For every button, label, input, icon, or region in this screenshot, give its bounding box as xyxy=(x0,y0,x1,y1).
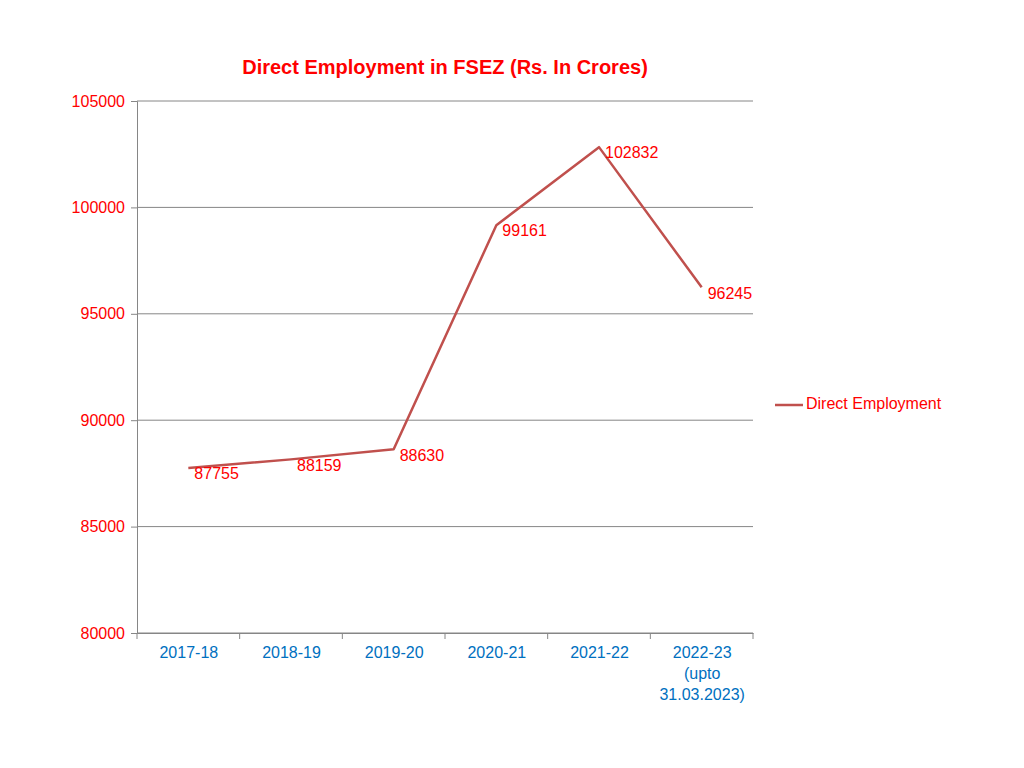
x-tick-label: 2017-18 xyxy=(159,644,218,661)
plot: 800008500090000950001000001050002017-182… xyxy=(72,93,754,703)
data-labels: 87755 88159 88630 99161 102832 96245 xyxy=(194,144,752,482)
x-tick-label-line: 2019-20 xyxy=(365,644,424,661)
x-tick-label-line: (upto xyxy=(684,665,721,682)
x-tick-label-line: 2022-23 xyxy=(673,644,732,661)
y-axis-line xyxy=(131,102,138,634)
category-separator xyxy=(445,633,446,639)
x-tick-label-line: 2021-22 xyxy=(570,644,629,661)
category-separator xyxy=(239,633,240,639)
legend-swatch xyxy=(775,404,803,407)
data-label: 88159 xyxy=(297,457,342,474)
grid-line xyxy=(137,313,753,314)
category-separator xyxy=(650,633,651,639)
x-tick-label-line: 2017-18 xyxy=(159,644,218,661)
grid-line xyxy=(137,207,753,208)
chart: Direct Employment in FSEZ (Rs. In Crores… xyxy=(0,0,1024,768)
y-tick-label: 105000 xyxy=(72,93,125,110)
grid-line xyxy=(137,420,753,421)
data-label: 88630 xyxy=(400,447,445,464)
x-tick: 2019-20 xyxy=(365,633,424,661)
legend: Direct Employment xyxy=(775,395,942,412)
x-tick-label: 2018-19 xyxy=(262,644,321,661)
x-tick-label: 2019-20 xyxy=(365,644,424,661)
x-tick-label: 2022-23 (upto 31.03.2023) xyxy=(659,644,744,703)
y-tick: 105000 xyxy=(72,93,137,110)
grid-line xyxy=(137,526,753,527)
y-tick: 85000 xyxy=(81,518,138,535)
data-label: 99161 xyxy=(502,222,547,239)
legend-label: Direct Employment xyxy=(806,395,942,412)
y-tick: 95000 xyxy=(81,305,138,322)
y-tick-mark xyxy=(131,207,137,208)
data-label: 87755 xyxy=(194,465,239,482)
y-tick-label: 85000 xyxy=(81,518,126,535)
category-separator xyxy=(753,633,754,639)
x-tick-label-line: 31.03.2023) xyxy=(659,686,744,703)
x-tick-label: 2020-21 xyxy=(467,644,526,661)
y-tick: 100000 xyxy=(72,199,137,216)
category-separator xyxy=(547,633,548,639)
y-axis: 80000 85000 90000 95000 100000 105000 xyxy=(72,93,138,642)
y-tick-mark xyxy=(131,314,137,315)
x-tick-label: 2021-22 xyxy=(570,644,629,661)
x-tick: 2022-23 (upto 31.03.2023) xyxy=(659,633,744,703)
y-tick-mark xyxy=(131,527,137,528)
y-tick-label: 100000 xyxy=(72,199,125,216)
y-tick-mark xyxy=(131,101,137,102)
data-label: 102832 xyxy=(605,144,658,161)
grid-line xyxy=(137,101,753,102)
x-tick-label-line: 2020-21 xyxy=(467,644,526,661)
category-separator xyxy=(342,633,343,639)
x-tick-label-line: 2018-19 xyxy=(262,644,321,661)
x-tick: 2020-21 xyxy=(467,633,526,661)
y-tick-mark xyxy=(131,633,137,634)
title: Direct Employment in FSEZ (Rs. In Crores… xyxy=(242,56,648,78)
x-tick: 2017-18 xyxy=(159,633,218,661)
x-tick: 2018-19 xyxy=(262,633,321,661)
line xyxy=(188,147,701,468)
x-tick: 2021-22 xyxy=(570,633,629,661)
grid xyxy=(137,101,753,633)
y-tick-mark xyxy=(131,420,137,421)
data-label: 96245 xyxy=(708,285,753,302)
y-tick: 90000 xyxy=(81,412,138,429)
x-axis: 2017-18 2018-19 2019-20 2020-21 2021-22 2022-… xyxy=(137,633,754,703)
y-tick-label: 80000 xyxy=(81,625,126,642)
category-separator xyxy=(137,633,138,639)
marks xyxy=(188,147,701,468)
y-tick: 80000 xyxy=(81,625,138,642)
y-tick-label: 95000 xyxy=(81,305,126,322)
y-tick-label: 90000 xyxy=(81,412,126,429)
